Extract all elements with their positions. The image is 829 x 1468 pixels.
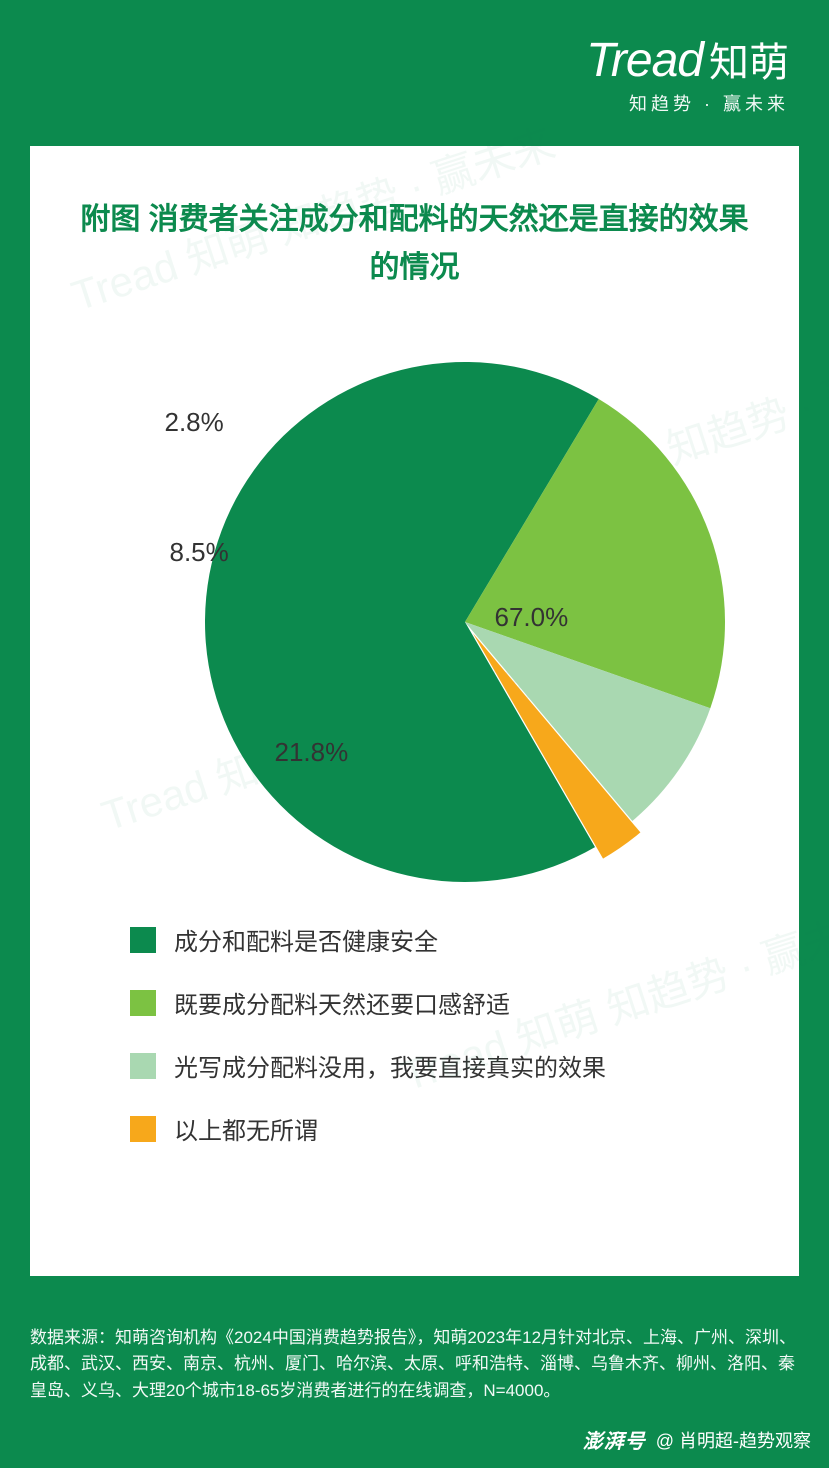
legend-label: 以上都无所谓 — [174, 1111, 318, 1146]
slice-label-3: 2.8% — [165, 407, 224, 438]
legend-label: 光写成分配料没用，我要直接真实的效果 — [174, 1048, 606, 1083]
footer-site-logo: 澎湃号 — [583, 1425, 646, 1454]
slice-label-1: 21.8% — [275, 737, 349, 768]
legend-swatch — [130, 927, 156, 953]
brand-tagline: 知趋势 · 赢未来 — [40, 90, 789, 116]
pie-svg — [105, 322, 725, 882]
slice-label-0: 67.0% — [495, 602, 569, 633]
footer: 澎湃号 @ 肖明超-趋势观察 — [583, 1425, 811, 1454]
legend-item-3: 以上都无所谓 — [130, 1111, 759, 1146]
legend-item-2: 光写成分配料没用，我要直接真实的效果 — [130, 1048, 759, 1083]
chart-title: 附图 消费者关注成分和配料的天然还是直接的效果的情况 — [70, 196, 759, 292]
legend-swatch — [130, 1053, 156, 1079]
pie-chart: 67.0% 21.8% 8.5% 2.8% — [105, 322, 725, 882]
legend: 成分和配料是否健康安全既要成分配料天然还要口感舒适光写成分配料没用，我要直接真实… — [70, 922, 759, 1146]
legend-label: 成分和配料是否健康安全 — [174, 922, 438, 957]
legend-item-0: 成分和配料是否健康安全 — [130, 922, 759, 957]
brand-logo-cn: 知萌 — [709, 30, 789, 88]
legend-label: 既要成分配料天然还要口感舒适 — [174, 985, 510, 1020]
legend-item-1: 既要成分配料天然还要口感舒适 — [130, 985, 759, 1020]
brand-logo-en: Tread — [586, 33, 703, 88]
legend-swatch — [130, 990, 156, 1016]
footer-author: @ 肖明超-趋势观察 — [656, 1427, 811, 1453]
slice-label-2: 8.5% — [170, 537, 229, 568]
source-note: 数据来源：知萌咨询机构《2024中国消费趋势报告》，知萌2023年12月针对北京… — [30, 1325, 799, 1404]
brand-header: Tread 知萌 知趋势 · 赢未来 — [0, 0, 829, 136]
chart-card: Tread 知萌 知趋势 · 赢未来 Tread 知萌 知趋势 · 赢未来 Tr… — [30, 146, 799, 1276]
legend-swatch — [130, 1116, 156, 1142]
